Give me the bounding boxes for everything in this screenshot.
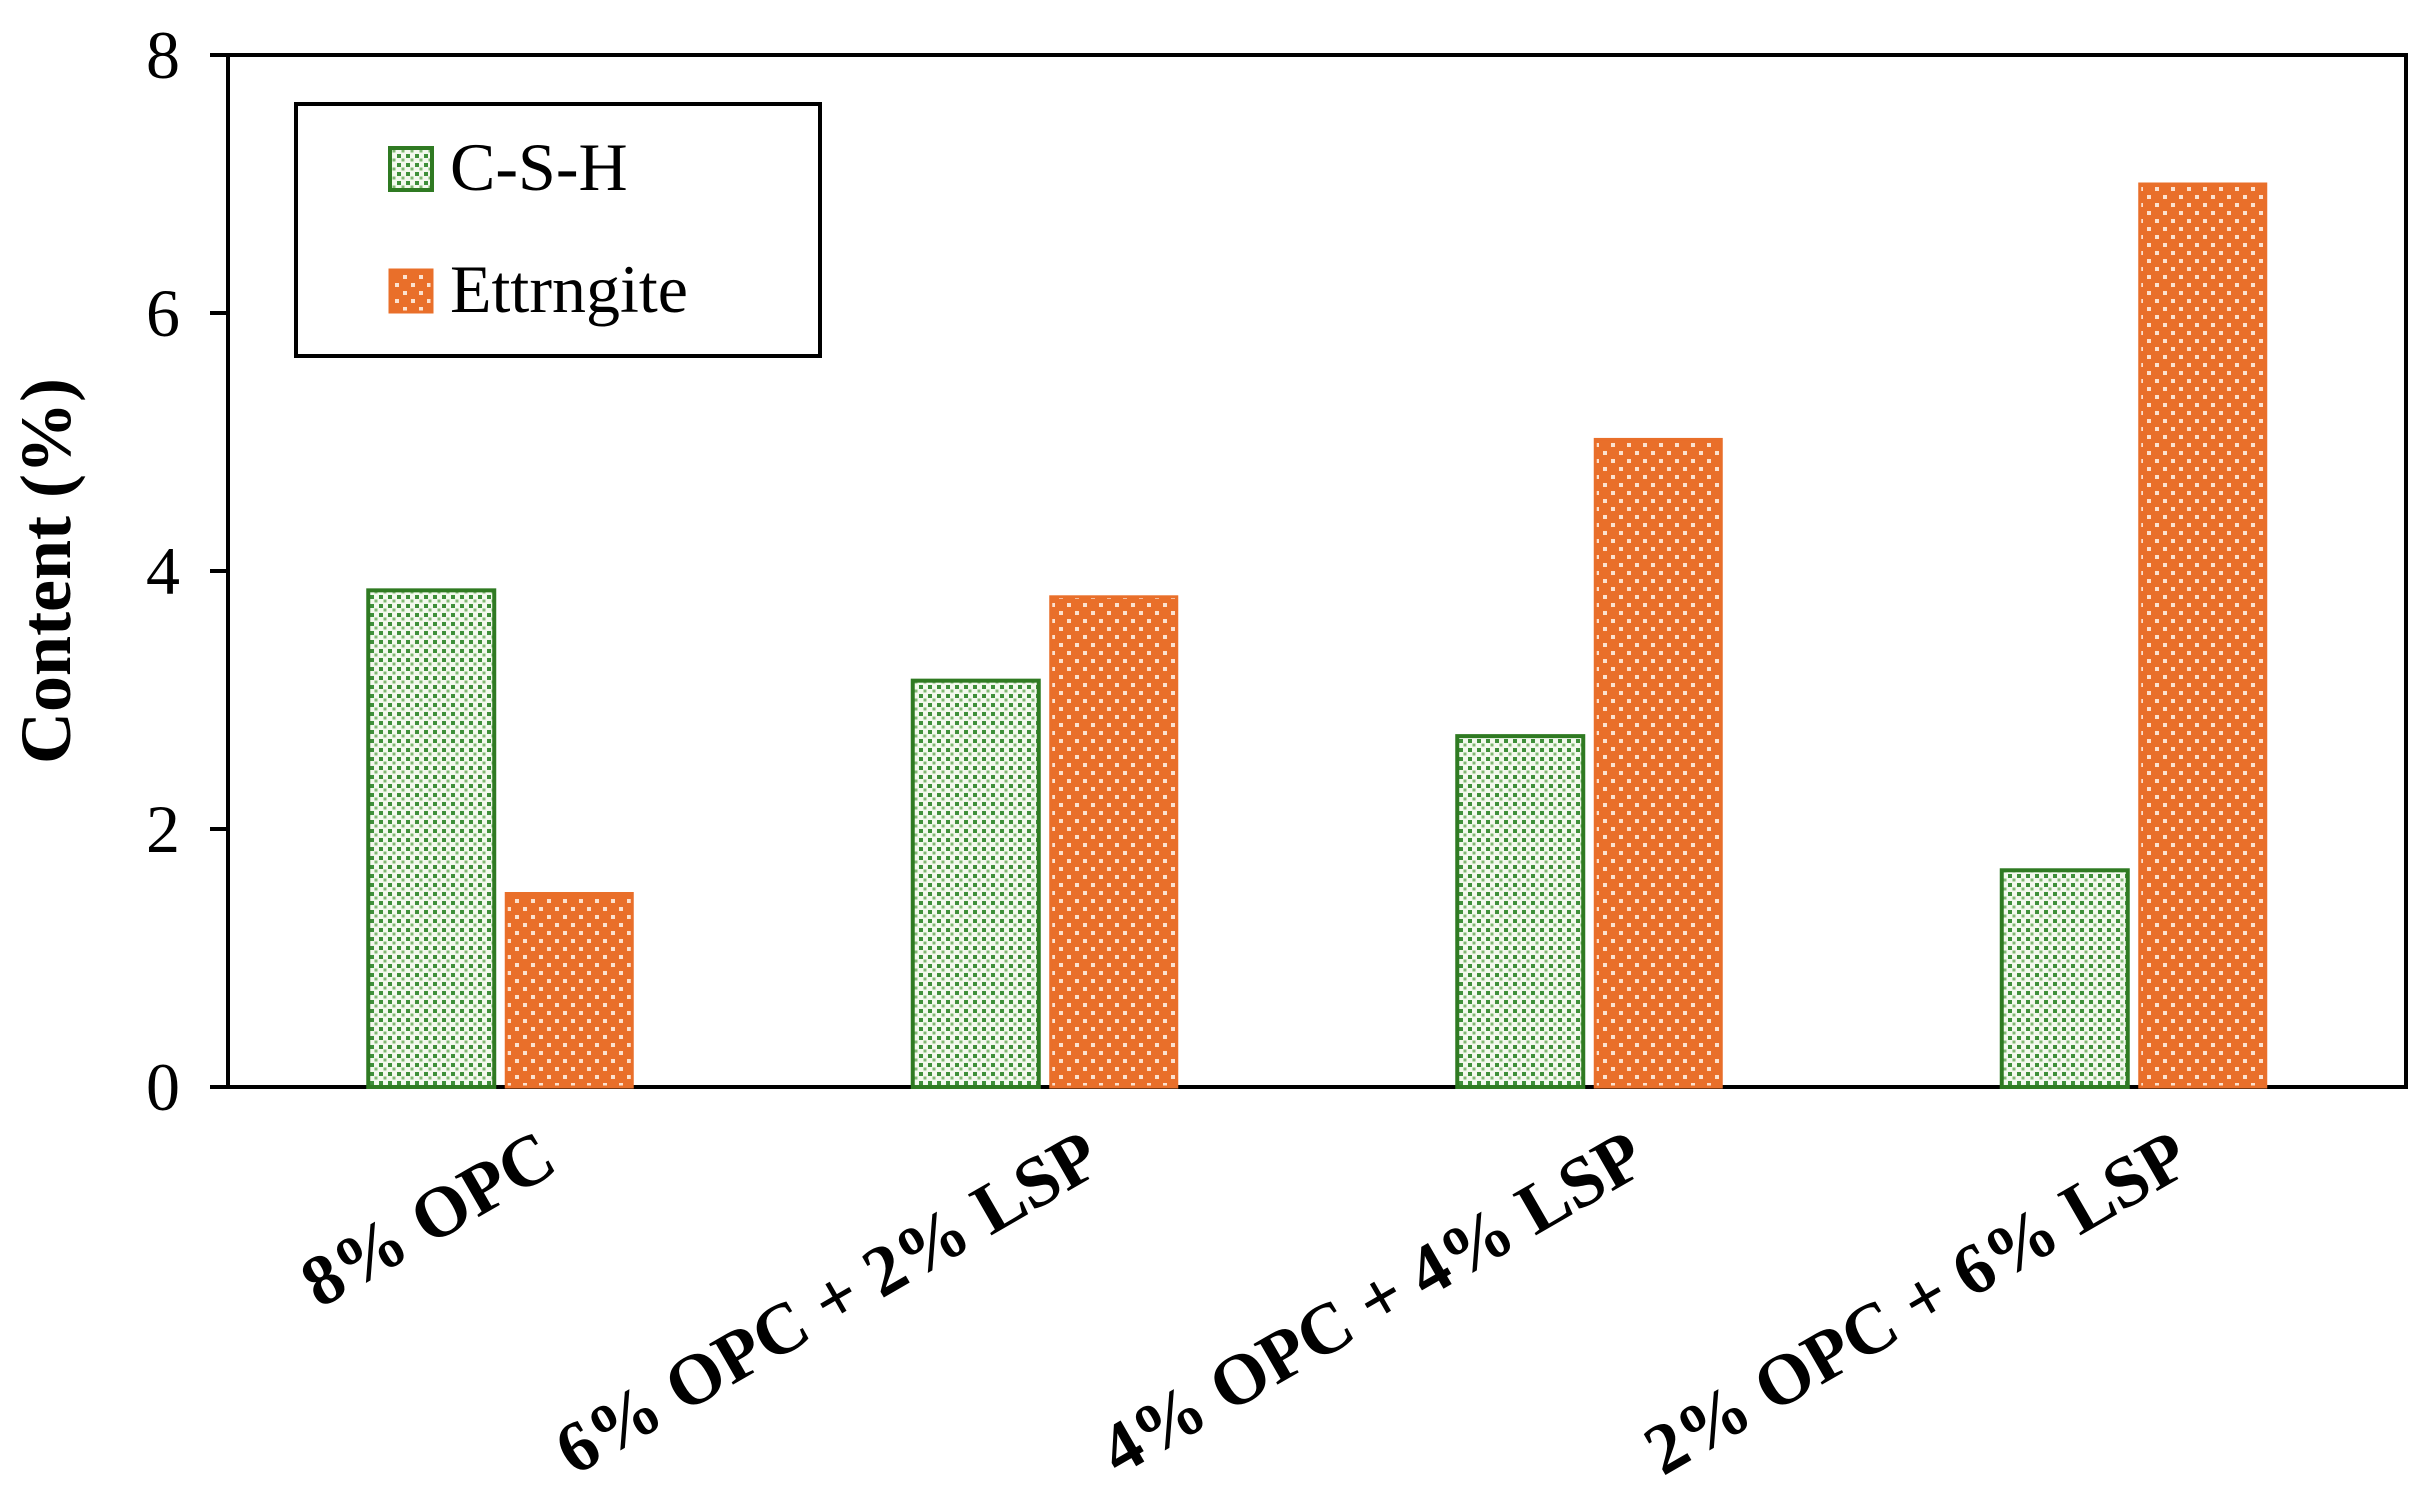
legend-label-ettringite: Ettrngite: [450, 251, 688, 327]
bar-ettringite: [504, 892, 634, 1089]
y-axis: 0 2 4 6 8: [146, 17, 228, 1125]
x-category-label: 6% OPC + 2% LSP: [542, 1115, 1113, 1485]
x-category-label: 8% OPC: [288, 1115, 569, 1323]
bar-csh: [1455, 734, 1586, 1089]
bar-csh: [910, 678, 1041, 1090]
bar-csh: [1999, 868, 2130, 1090]
bar-csh: [366, 588, 497, 1089]
legend: C-S-H Ettrngite: [294, 102, 822, 358]
y-tick-label: 8: [146, 17, 180, 93]
legend-swatch-csh: [388, 146, 434, 192]
x-category-label: 2% OPC + 6% LSP: [1631, 1115, 2202, 1485]
legend-label-csh: C-S-H: [450, 129, 628, 205]
y-axis-title: Content (%): [6, 378, 86, 764]
bar-ettringite: [1593, 437, 1723, 1089]
y-tick-label: 6: [146, 275, 180, 351]
bars: [366, 182, 2268, 1090]
x-category-label: 4% OPC + 4% LSP: [1086, 1115, 1657, 1485]
bar-ettringite: [2138, 182, 2268, 1089]
bar-ettringite: [1049, 595, 1179, 1089]
y-tick-label: 0: [146, 1049, 180, 1125]
legend-swatch-ettringite: [388, 268, 434, 314]
y-tick-label: 2: [146, 791, 180, 867]
legend-box: [294, 102, 822, 358]
y-tick-label: 4: [146, 533, 180, 609]
